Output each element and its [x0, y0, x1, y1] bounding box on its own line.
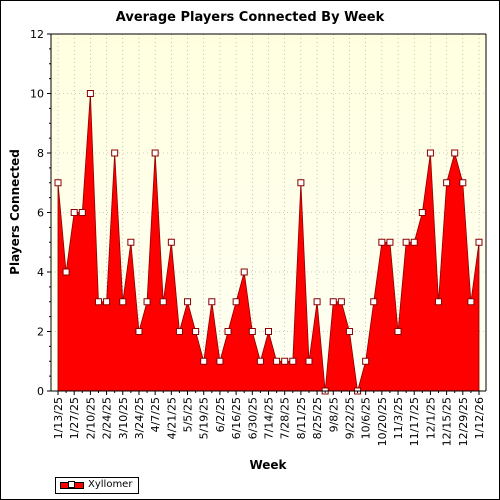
x-tick-label: 4/7/25 — [149, 397, 162, 432]
data-point-marker — [297, 179, 305, 187]
y-tick-label: 12 — [30, 28, 44, 41]
y-tick-label: 10 — [30, 88, 44, 101]
y-tick-label: 0 — [37, 385, 44, 398]
x-tick-label: 4/21/25 — [165, 397, 178, 439]
data-point-marker — [337, 298, 345, 306]
series-area — [57, 93, 480, 392]
data-point-marker — [410, 238, 418, 246]
data-point-marker — [451, 149, 459, 157]
data-point-marker — [370, 298, 378, 306]
x-tick-label: 6/16/25 — [230, 397, 243, 439]
x-tick-label: 10/6/25 — [360, 397, 373, 439]
data-point-marker — [192, 328, 200, 335]
x-axis-label: Week — [249, 458, 287, 472]
legend: Xyllomer — [55, 477, 139, 494]
x-tick-label: 8/25/25 — [311, 397, 324, 439]
data-point-marker — [151, 149, 159, 157]
x-tick-label: 2/10/25 — [84, 397, 97, 439]
data-point-marker — [443, 179, 451, 187]
x-tick-label: 11/17/25 — [408, 397, 421, 446]
data-point-marker — [94, 298, 102, 306]
data-point-marker — [232, 298, 240, 306]
data-point-marker — [200, 357, 208, 365]
x-tick-label: 2/24/25 — [101, 397, 114, 439]
x-tick-label: 6/2/25 — [214, 397, 227, 432]
x-tick-label: 6/30/25 — [246, 397, 259, 439]
data-point-marker — [418, 209, 426, 216]
x-tick-label: 1/13/25 — [52, 397, 65, 439]
x-tick-label: 10/20/25 — [376, 397, 389, 446]
x-tick-label: 5/19/25 — [198, 397, 211, 439]
x-tick-label: 7/14/25 — [263, 397, 276, 439]
data-point-marker — [256, 357, 264, 365]
data-point-marker — [119, 298, 127, 306]
data-point-marker — [467, 298, 475, 306]
y-tick-label: 8 — [37, 147, 44, 160]
data-point-marker — [313, 298, 321, 306]
data-point-marker — [184, 298, 192, 306]
data-point-marker — [111, 149, 119, 157]
y-axis-label: Players Connected — [8, 149, 22, 275]
data-point-marker — [378, 238, 386, 246]
x-tick-label: 12/1/25 — [424, 397, 437, 439]
chart-title: Average Players Connected By Week — [116, 10, 385, 25]
x-tick-label: 8/11/25 — [295, 397, 308, 439]
legend-label: Xyllomer — [88, 479, 133, 490]
data-point-marker — [127, 238, 135, 246]
data-point-marker — [394, 328, 402, 335]
data-point-marker — [435, 298, 443, 306]
data-point-marker — [402, 238, 410, 246]
series-layer — [54, 90, 483, 395]
data-point-marker — [289, 357, 297, 365]
data-point-marker — [159, 298, 167, 306]
data-point-marker — [175, 328, 183, 335]
x-tick-label: 11/3/25 — [392, 397, 405, 439]
data-point-marker — [54, 179, 62, 187]
data-point-marker — [362, 357, 370, 365]
data-point-marker — [281, 357, 289, 365]
data-point-marker — [426, 149, 434, 157]
data-point-marker — [248, 328, 256, 335]
data-point-marker — [273, 357, 281, 365]
x-tick-label: 12/15/25 — [441, 397, 454, 446]
y-tick-label: 6 — [37, 207, 44, 220]
data-point-marker — [143, 298, 151, 306]
data-point-marker — [216, 357, 224, 365]
data-point-marker — [78, 209, 86, 216]
data-point-marker — [459, 179, 467, 187]
data-point-marker — [86, 90, 94, 97]
legend-marker — [68, 481, 75, 488]
x-tick-label: 9/8/25 — [327, 397, 340, 432]
x-tick-label: 3/24/25 — [133, 397, 146, 439]
y-tick-label: 4 — [37, 266, 44, 279]
y-tick-label: 2 — [37, 326, 44, 339]
x-tick-label: 3/10/25 — [117, 397, 130, 439]
data-point-marker — [386, 238, 394, 246]
data-point-marker — [329, 298, 337, 306]
x-tick-label: 12/29/25 — [457, 397, 470, 446]
data-point-marker — [208, 298, 216, 306]
data-point-marker — [167, 238, 175, 246]
x-axis-ticks: 1/13/25 1/27/25 2/10/25 2/24/25 3/10/25 3/24/… — [52, 391, 486, 446]
data-point-marker — [103, 298, 111, 306]
x-tick-label: 7/28/25 — [279, 397, 292, 439]
x-tick-label: 1/12/26 — [473, 397, 486, 439]
data-point-marker — [224, 328, 232, 335]
data-point-marker — [70, 209, 78, 216]
y-axis-ticks: 0 2 4 6 8 10 12 — [30, 28, 51, 398]
data-point-marker — [62, 268, 70, 276]
data-point-marker — [345, 328, 353, 335]
x-tick-label: 5/5/25 — [182, 397, 195, 432]
data-point-marker — [135, 328, 143, 335]
x-tick-label: 1/27/25 — [68, 397, 81, 439]
data-point-marker — [240, 268, 248, 276]
data-point-marker — [305, 357, 313, 365]
data-point-marker — [475, 238, 483, 246]
data-point-marker — [265, 328, 272, 335]
x-tick-label: 9/22/25 — [343, 397, 356, 439]
